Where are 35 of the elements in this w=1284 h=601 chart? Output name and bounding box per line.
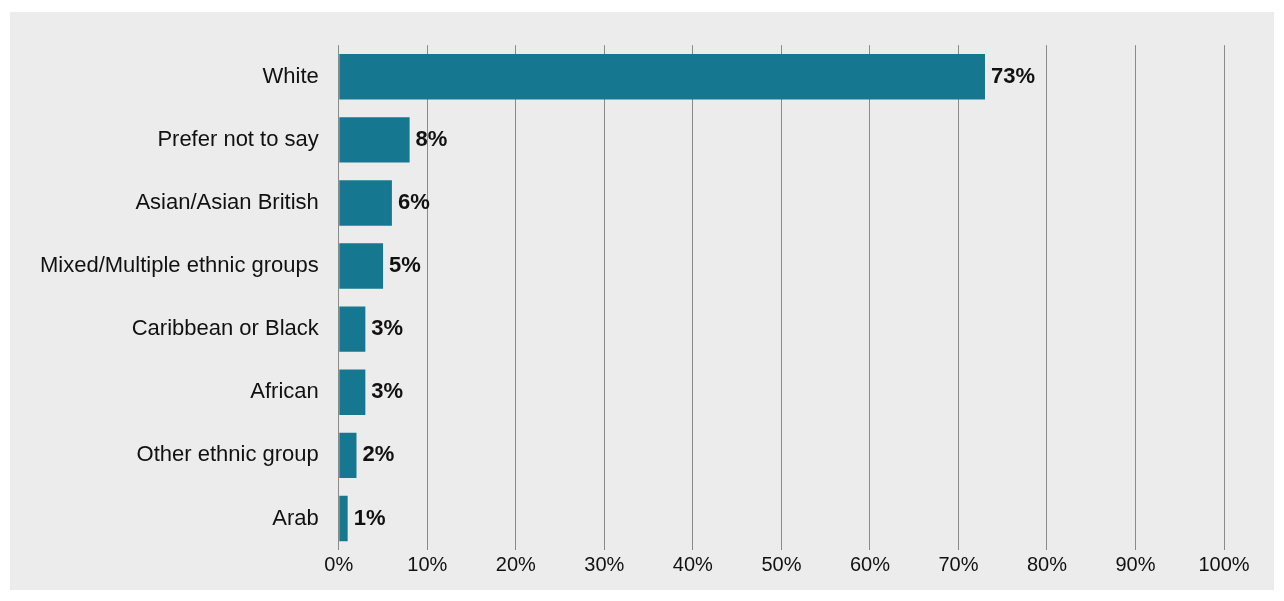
x-tick-label: 70% <box>938 552 979 575</box>
y-tick-label: Arab <box>272 504 319 530</box>
y-tick-label: Caribbean or Black <box>131 315 320 341</box>
y-tick-label: Asian/Asian British <box>135 189 319 215</box>
bar <box>339 54 985 100</box>
data-label: 3% <box>371 378 404 404</box>
data-label: 3% <box>371 315 404 341</box>
y-tick-label: Mixed/Multiple ethnic groups <box>39 252 319 278</box>
data-label: 5% <box>389 252 421 278</box>
x-tick-label: 50% <box>761 552 802 575</box>
x-tick-label: 90% <box>1115 552 1156 575</box>
bar <box>339 495 348 542</box>
x-tick-label: 10% <box>407 552 448 575</box>
x-tick-label: 30% <box>584 552 625 575</box>
x-tick-label: 60% <box>849 552 891 575</box>
y-tick-label: Prefer not to say <box>157 125 319 151</box>
bar <box>339 117 410 163</box>
y-tick-label: Other ethnic group <box>136 441 319 467</box>
x-tick-label: 0% <box>324 552 354 575</box>
data-label: 8% <box>415 125 448 151</box>
data-label: 6% <box>397 189 430 215</box>
bar <box>339 180 392 226</box>
bar <box>339 243 384 289</box>
bar <box>339 369 366 415</box>
y-tick-label: White <box>262 62 319 88</box>
data-label: 1% <box>353 504 386 530</box>
bar <box>339 432 357 479</box>
x-tick-label: 20% <box>495 552 537 575</box>
data-label: 73% <box>991 62 1036 88</box>
x-tick-label: 100% <box>1198 552 1250 575</box>
data-label: 2% <box>362 441 395 467</box>
x-tick-label: 80% <box>1026 552 1068 575</box>
bar <box>339 306 366 352</box>
x-tick-label: 40% <box>672 552 714 575</box>
y-tick-label: African <box>250 378 319 404</box>
